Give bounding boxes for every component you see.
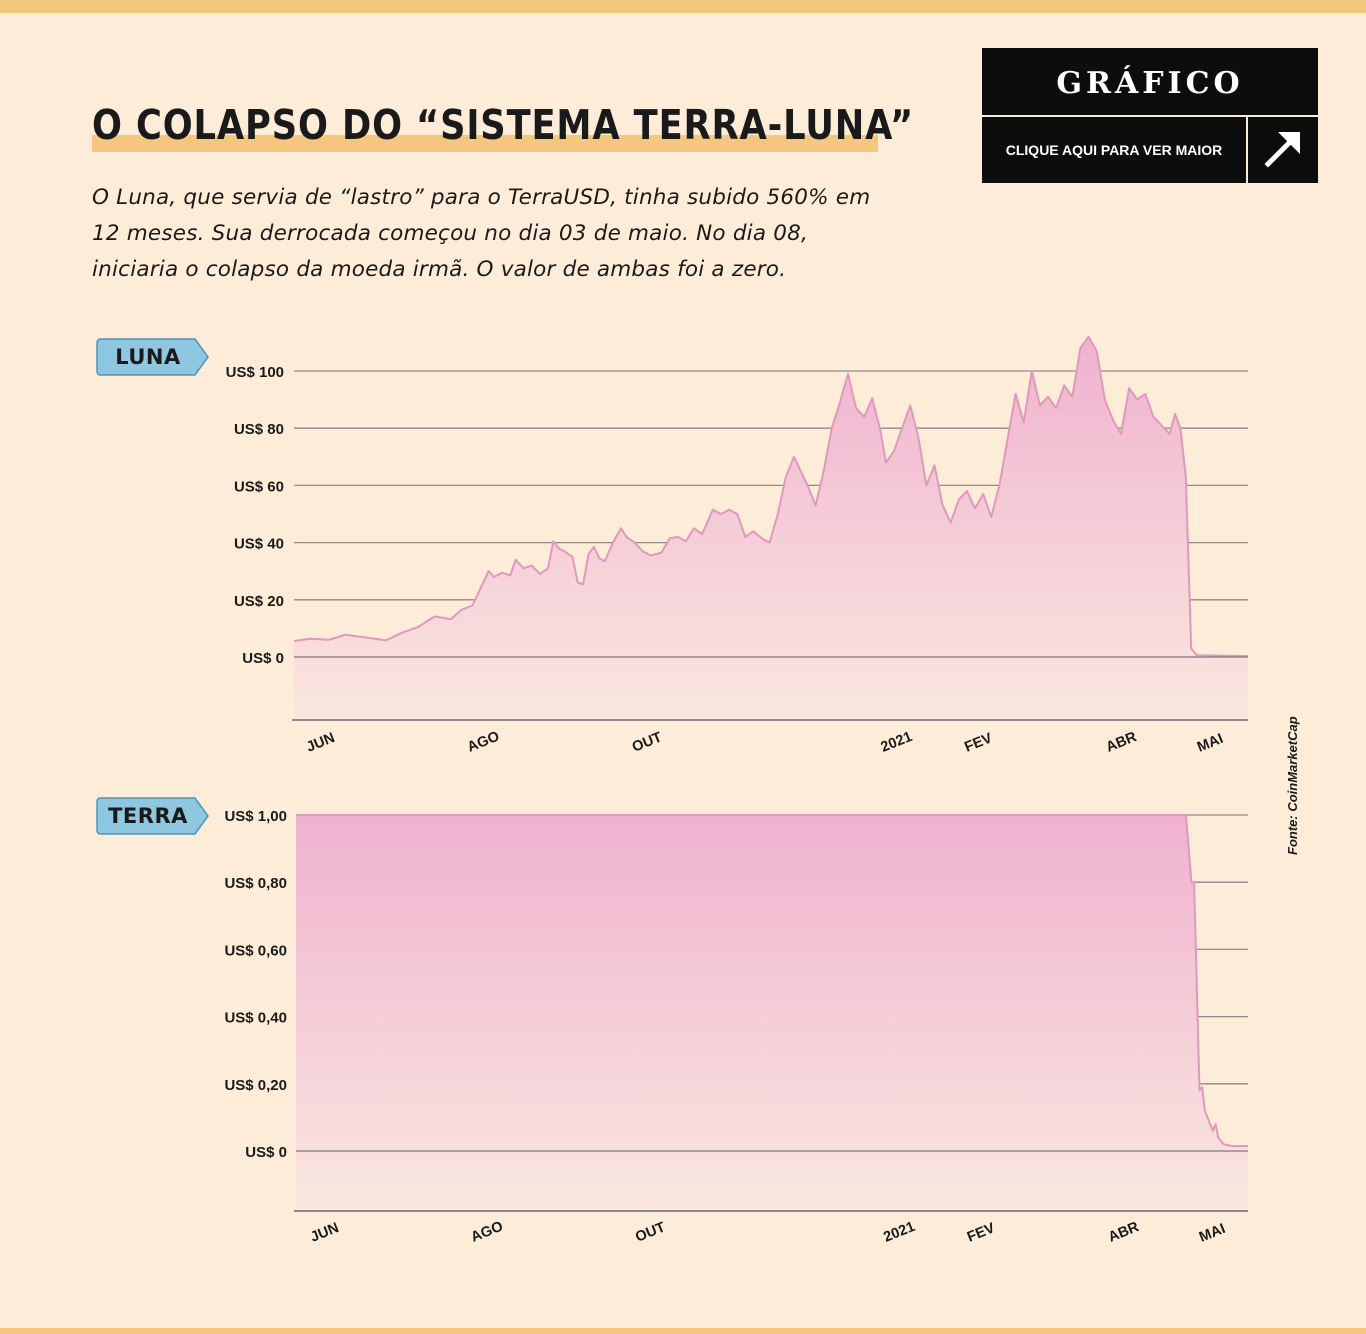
badge-vertical-divider [1246,117,1248,183]
arrow-up-right-icon[interactable] [1248,117,1318,183]
terra-tag-label: TERRA [108,804,188,828]
terra-x-tick-label: AGO [469,1219,506,1246]
terra-x-tick-label: FEV [965,1220,997,1246]
terra-y-tick-label: US$ 0,80 [224,875,287,892]
luna-x-tick-label: ABR [1104,729,1140,756]
bottom-accent-bar [0,1328,1366,1334]
luna-tag: LUNA [96,338,210,376]
luna-x-tick-label: JUN [304,730,337,756]
terra-y-tick-label: US$ 1,00 [224,808,287,825]
luna-price-line [293,335,1249,658]
luna-y-tick-label: US$ 0 [242,650,284,667]
terra-y-tick-label: US$ 0,40 [224,1010,287,1027]
terra-price-area [296,815,1248,1211]
title-highlight [92,135,878,152]
terra-y-tick-label: US$ 0,20 [224,1077,287,1094]
terra-y-tick-label: US$ 0,60 [224,942,287,959]
title-block: O COLAPSO DO “SISTEMA TERRA-LUNA” [92,100,1048,152]
terra-x-tick-label: MAI [1197,1221,1228,1246]
luna-y-tick-label: US$ 80 [234,421,284,438]
source-credit: Fonte: CoinMarketCap [1285,716,1300,855]
terra-chart: US$ 0 US$ 0,20 US$ 0,40 US$ 0,60 US$ 0,80 US$… [224,808,1248,1246]
terra-x-tick-label: ABR [1106,1219,1142,1246]
terra-price-line [296,814,1248,1147]
terra-x-tick-label: OUT [633,1219,668,1245]
luna-x-tick-label: MAI [1195,731,1226,756]
luna-x-tick-label: 2021 [879,729,915,756]
luna-y-tick-label: US$ 60 [234,478,284,495]
luna-chart: US$ 0 US$ 20 US$ 40 US$ 60 US$ 80 US$ 100 JUN A… [226,335,1249,756]
page-subtitle: O Luna, que servia de “lastro” para o Te… [92,185,871,282]
luna-x-tick-label: OUT [630,729,665,755]
enlarge-link[interactable]: CLIQUE AQUI PARA VER MAIOR [1005,142,1223,158]
luna-y-tick-label: US$ 100 [226,364,284,381]
luna-y-tick-label: US$ 40 [234,536,284,553]
terra-x-tick-label: JUN [308,1220,341,1246]
terra-x-tick-label: 2021 [881,1219,917,1246]
luna-x-tick-label: AGO [465,729,502,756]
luna-tag-label: LUNA [115,345,181,369]
terra-y-tick-label: US$ 0 [245,1144,287,1161]
badge-label: GRÁFICO [1056,66,1244,101]
luna-y-tick-label: US$ 20 [234,593,284,610]
luna-x-tick-label: FEV [962,730,994,756]
terra-tag: TERRA [96,797,210,835]
page-title: O COLAPSO DO “SISTEMA TERRA-LUNA” [92,101,915,149]
top-accent-bar [0,0,1366,13]
grafico-badge: GRÁFICO CLIQUE AQUI PARA VER MAIOR [982,48,1318,183]
badge-divider [982,115,1318,117]
